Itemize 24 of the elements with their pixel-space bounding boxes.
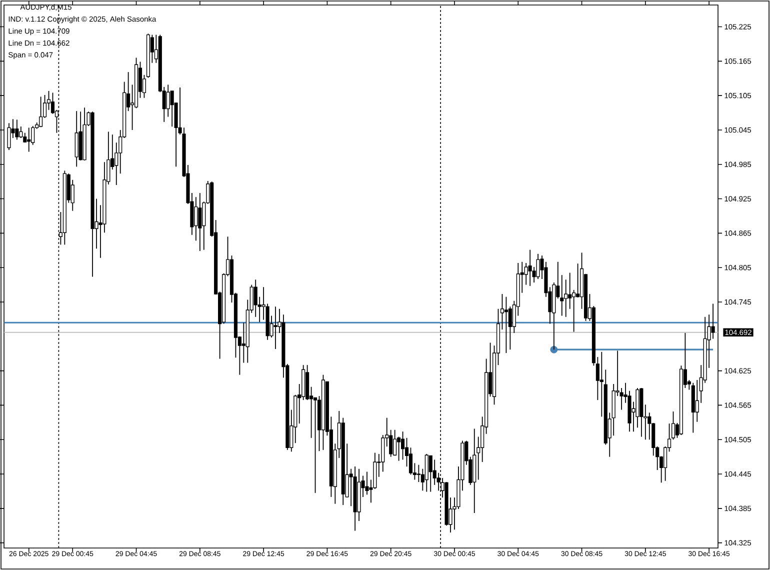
- candlestick: [50, 92, 55, 114]
- candlestick: [568, 272, 572, 310]
- candlestick: [528, 249, 532, 286]
- candlestick: [536, 253, 540, 280]
- candlestick: [15, 119, 19, 140]
- candlestick: [508, 306, 512, 350]
- candlestick: [564, 279, 568, 318]
- candlestick: [198, 192, 202, 252]
- candlestick: [711, 303, 715, 340]
- candlestick: [671, 411, 676, 440]
- candlestick: [400, 431, 405, 460]
- candlestick: [27, 127, 31, 152]
- candlestick: [408, 447, 413, 476]
- candlestick: [428, 455, 432, 492]
- candlestick: [194, 196, 198, 242]
- candlestick: [313, 397, 318, 494]
- candlestick: [576, 263, 580, 298]
- candlestick: [19, 126, 23, 138]
- candlestick: [504, 296, 508, 354]
- candlestick: [7, 122, 11, 150]
- candlestick: [274, 306, 278, 350]
- candlestick: [170, 90, 174, 127]
- candlestick: [393, 429, 397, 456]
- candlestick: [39, 96, 43, 128]
